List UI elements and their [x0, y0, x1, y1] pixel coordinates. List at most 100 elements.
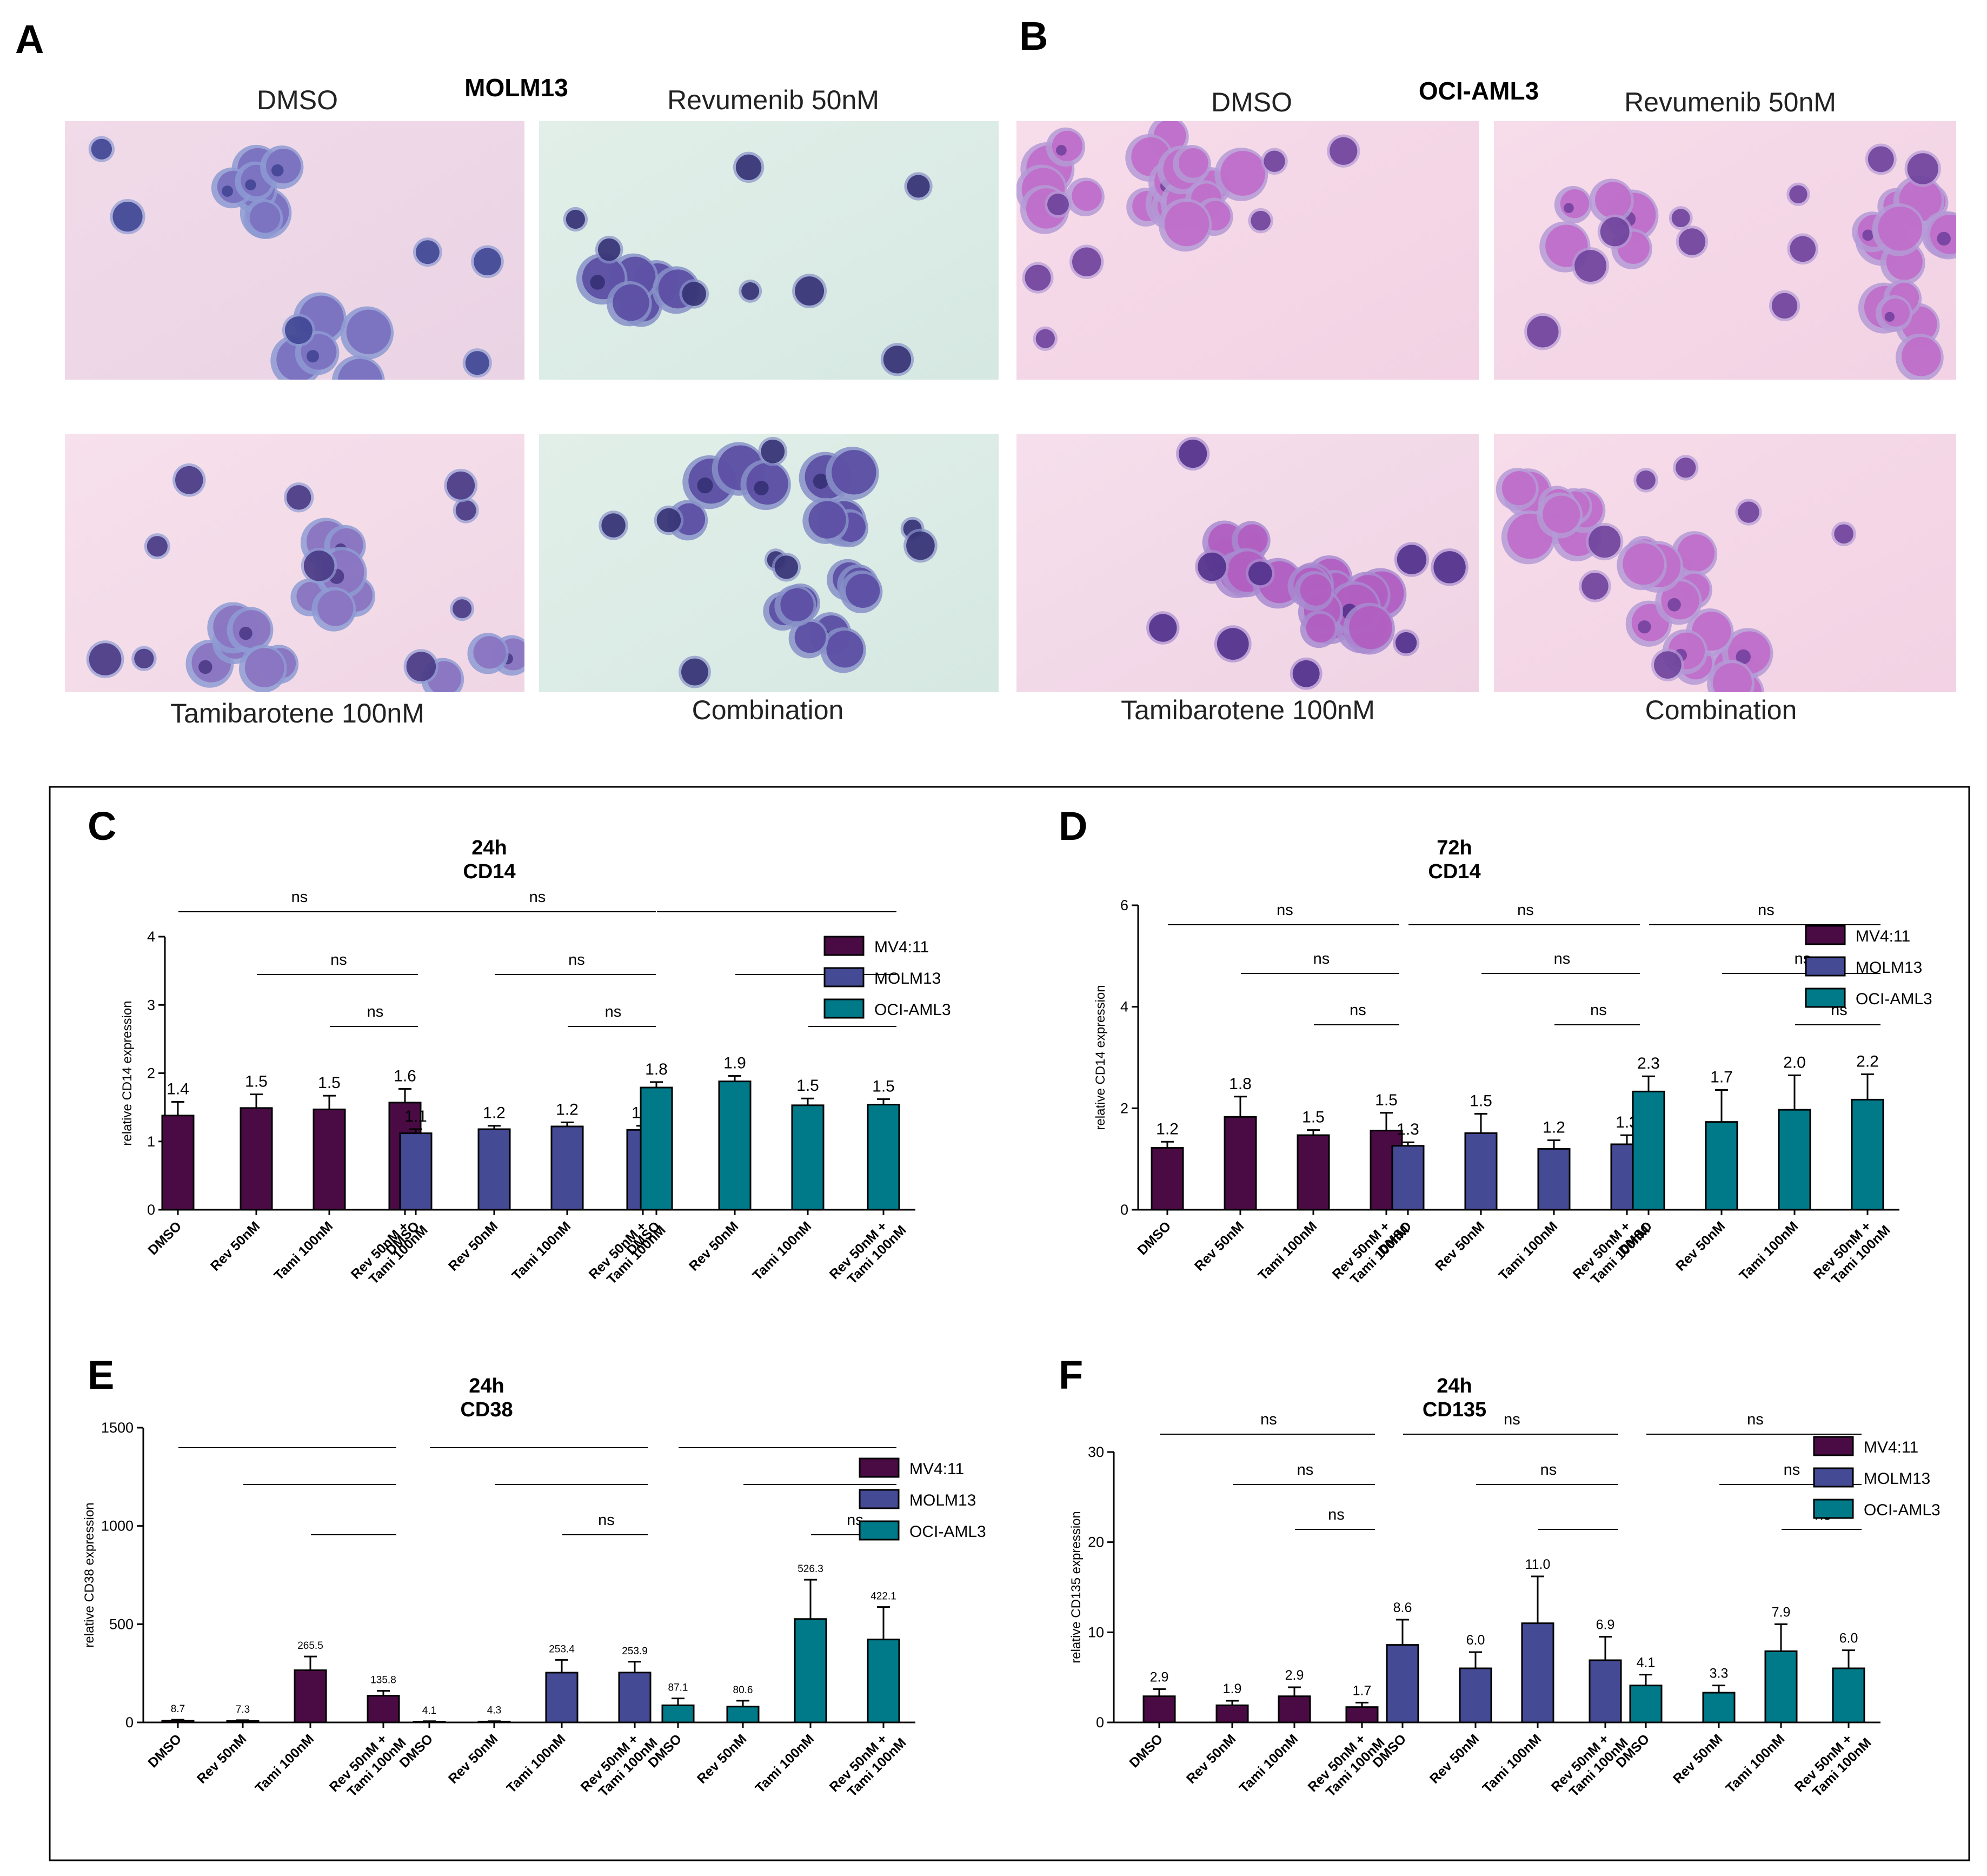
x-tick-label: Rev 50nM	[1184, 1731, 1239, 1786]
panel-letter-b: B	[1019, 14, 1048, 58]
legend-swatch	[823, 936, 865, 956]
data-label: 135.8	[370, 1675, 396, 1686]
cell-nucleus	[1072, 181, 1102, 211]
y-tick-label: 1	[147, 1133, 155, 1150]
legend-swatch	[859, 1457, 900, 1478]
cell-nucleus	[1738, 501, 1759, 523]
cell-layer	[1146, 436, 1468, 690]
chart-title: CD14	[1428, 860, 1480, 883]
cell-nucleus	[741, 282, 760, 300]
bar	[1521, 1622, 1554, 1723]
x-tick-label: Rev 50nM	[1673, 1218, 1728, 1274]
cell-granule	[813, 473, 829, 489]
x-tick-label-line: Rev 50nM	[1184, 1731, 1239, 1786]
bar	[1278, 1695, 1311, 1723]
legend: MV4:11 MOLM13 OCI-AML3	[1813, 1436, 1941, 1519]
micrograph-oci-aml3-revumenib	[1494, 121, 1956, 380]
x-tick-label-line: Rev 50nM	[686, 1218, 741, 1274]
cell-nucleus	[1179, 439, 1207, 468]
cell-nucleus	[244, 648, 284, 687]
cell-granule	[222, 185, 233, 197]
cell-granule	[697, 477, 713, 494]
legend: MV4:11 MOLM13 OCI-AML3	[1805, 925, 1932, 1008]
cell-layer	[1496, 455, 1856, 692]
micro-label: Revumenib 50nM	[667, 85, 879, 115]
cell-nucleus	[1330, 137, 1358, 165]
cell-nucleus	[1306, 613, 1335, 643]
cell-nucleus	[337, 359, 382, 380]
bar	[161, 1720, 195, 1723]
cell-nucleus	[735, 154, 762, 181]
micrograph-oci-aml3-tamibarotene	[1016, 434, 1479, 692]
cell-nucleus	[112, 202, 143, 232]
series-mv4-11: 8.7 DMSO 7.3 Rev 50nM 265.5 Tami 100nM 135.8 Re…	[145, 1447, 409, 1800]
cell-nucleus	[1581, 573, 1609, 600]
micrograph-oci-aml3-dmso	[1016, 121, 1479, 380]
x-tick-label: Tami 100nM	[1255, 1218, 1320, 1283]
significance-label: ns	[1517, 901, 1534, 919]
chart-title: 24h	[469, 1375, 504, 1397]
data-label: 2.3	[1637, 1055, 1660, 1072]
data-label: 1.8	[645, 1060, 668, 1078]
chart-title: CD14	[463, 860, 515, 883]
data-label: 6.0	[1466, 1633, 1485, 1648]
significance-label: ns	[598, 1512, 615, 1529]
cell-line-title-molm13: MOLM13	[464, 74, 568, 102]
cell-nucleus	[89, 643, 122, 675]
legend-label: OCI-AML3	[1864, 1501, 1941, 1519]
cell-granule	[1056, 145, 1067, 156]
x-tick-label-line: Rev 50nM	[446, 1731, 501, 1786]
cell-nucleus	[1237, 524, 1268, 555]
data-label: 253.4	[549, 1643, 575, 1655]
legend-label: MV4:11	[874, 938, 929, 956]
y-axis: 0 1 2 3 4 relative CD14 expression	[120, 929, 166, 1218]
x-tick-label: Tami 100nM	[504, 1731, 569, 1796]
cell-nucleus	[906, 531, 935, 560]
x-tick-label: Rev 50nM	[194, 1731, 249, 1786]
significance-label: ns	[1747, 1411, 1764, 1428]
cell-nucleus	[1397, 545, 1427, 574]
data-label: 1.7	[1353, 1683, 1372, 1698]
bar	[545, 1672, 579, 1723]
x-tick-label-line: Tami 100nM	[1237, 1731, 1301, 1796]
significance-label: ns	[1260, 1411, 1277, 1428]
bar	[1386, 1644, 1419, 1723]
bar	[640, 1086, 673, 1211]
data-label: 4.1	[1637, 1655, 1656, 1670]
data-label: 265.5	[297, 1640, 323, 1652]
x-tick-label: Rev 50nM	[686, 1218, 741, 1274]
cell-nucleus	[601, 513, 626, 538]
panel-letter-a: A	[15, 17, 44, 62]
bar	[161, 1115, 195, 1211]
chart-title: CD135	[1423, 1398, 1486, 1421]
significance-label: ns	[291, 889, 308, 906]
data-label: 1.2	[1543, 1118, 1565, 1136]
cell-nucleus	[1300, 574, 1332, 606]
data-label: 6.0	[1839, 1631, 1858, 1646]
bar	[1391, 1145, 1425, 1211]
data-label: 1.5	[318, 1074, 341, 1092]
cell-nucleus	[303, 550, 335, 581]
cell-nucleus	[465, 351, 489, 375]
y-tick-label: 4	[147, 929, 155, 945]
cell-layer	[599, 436, 938, 688]
significance-label: ns	[1297, 1461, 1314, 1479]
bar	[1764, 1650, 1798, 1723]
x-tick-label: Rev 50nM	[446, 1218, 501, 1274]
cell-granule	[307, 350, 320, 363]
cell-granule	[590, 275, 605, 290]
data-label: 1.6	[394, 1068, 416, 1085]
cell-granule	[239, 626, 252, 640]
bar	[1851, 1098, 1884, 1211]
cell-granule	[1884, 311, 1895, 322]
cell-granule	[1638, 620, 1651, 634]
cell-nucleus	[1149, 614, 1177, 642]
cell-nucleus	[455, 500, 476, 521]
cell-nucleus	[249, 202, 281, 233]
bar	[1778, 1109, 1811, 1211]
data-label: 1.5	[245, 1073, 268, 1091]
